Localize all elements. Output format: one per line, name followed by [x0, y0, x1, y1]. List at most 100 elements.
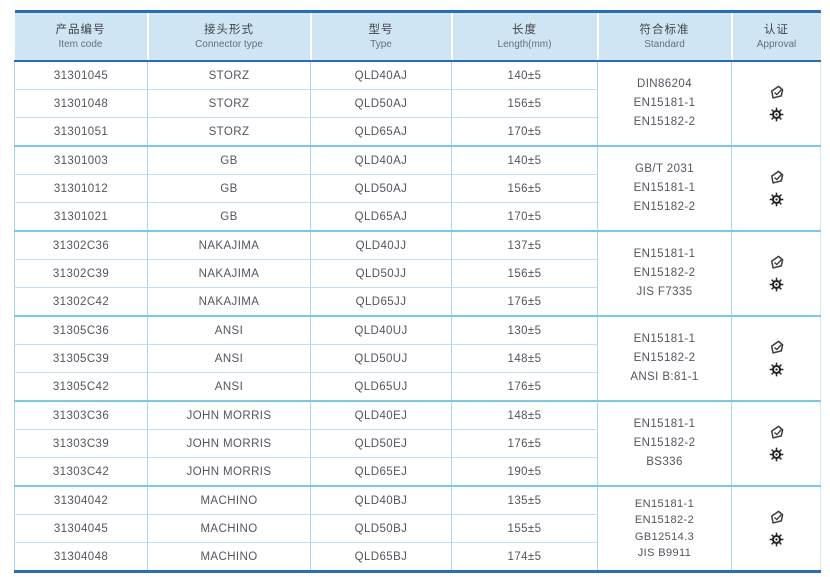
standard-cell: DIN86204 EN15181-1 EN15182-2 [597, 61, 732, 146]
length-cell: 190±5 [451, 457, 598, 486]
column-header-en: Length(mm) [497, 39, 552, 50]
connector-type-cell: GB [147, 202, 311, 231]
product-group-john-morris: 31303C36 JOHN MORRIS QLD40EJ 148±5 EN15181-1… [14, 401, 821, 486]
type-cell: QLD40EJ [310, 401, 452, 430]
approval-cell [731, 146, 821, 231]
item-code-cell: 31304045 [14, 514, 148, 543]
table-row: 31301051 STORZ QLD65AJ 170±5 [14, 117, 821, 146]
approval-cell [731, 316, 821, 401]
table-row: 31304048 MACHINO QLD65BJ 174±5 [14, 542, 821, 572]
table-header: 产品编号 Item code 接头形式 Connector type 型号 Ty… [14, 11, 821, 62]
item-code-cell: 31305C39 [14, 344, 148, 373]
type-cell: QLD40AJ [310, 146, 452, 175]
length-cell: 130±5 [451, 316, 598, 345]
approval-icons [734, 170, 818, 207]
wheel-mark-icon [769, 192, 784, 207]
wheel-mark-icon [769, 107, 784, 122]
connector-type-cell: GB [147, 146, 311, 175]
connector-type-cell: GB [147, 174, 311, 203]
column-header-zh: 接头形式 [204, 24, 254, 36]
column-header-en: Connector type [195, 39, 263, 50]
connector-type-cell: MACHINO [147, 486, 311, 515]
connector-type-cell: ANSI [147, 344, 311, 373]
approval-cell [731, 231, 821, 316]
type-cell: QLD65EJ [310, 457, 452, 486]
length-cell: 155±5 [451, 514, 598, 543]
product-group-nakajima: 31302C36 NAKAJIMA QLD40JJ 137±5 EN15181-1 EN… [14, 231, 821, 316]
item-code-cell: 31301012 [14, 174, 148, 203]
product-group-storz: 31301045 STORZ QLD40AJ 140±5 DIN86204 EN1518… [14, 61, 821, 146]
table-row: 31305C42 ANSI QLD65UJ 176±5 [14, 372, 821, 401]
item-code-cell: 31304048 [14, 542, 148, 572]
certification-logo-icon [768, 340, 785, 355]
connector-type-cell: STORZ [147, 117, 311, 146]
connector-type-cell: MACHINO [147, 514, 311, 543]
approval-cell [731, 486, 821, 572]
approval-icons [734, 425, 818, 462]
certification-logo-icon [768, 85, 785, 100]
item-code-cell: 31301021 [14, 202, 148, 231]
item-code-cell: 31302C39 [14, 259, 148, 288]
wheel-mark-icon [769, 362, 784, 377]
length-cell: 170±5 [451, 202, 598, 231]
column-header-zh: 型号 [368, 24, 394, 36]
item-code-cell: 31301045 [14, 61, 148, 90]
table-row: 31305C36 ANSI QLD40UJ 130±5 EN15181-1 EN1518… [14, 316, 821, 401]
type-cell: QLD40AJ [310, 61, 452, 90]
type-cell: QLD50UJ [310, 344, 452, 373]
column-header-zh: 长度 [512, 24, 537, 36]
column-header-item-code: 产品编号 Item code [14, 11, 149, 62]
column-header-zh: 产品编号 [55, 24, 106, 36]
wheel-mark-icon [769, 277, 784, 292]
approval-cell [731, 61, 821, 146]
table-row: 31303C36 JOHN MORRIS QLD40EJ 148±5 EN15181-1… [14, 401, 821, 486]
table-row: 31301048 STORZ QLD50AJ 156±5 [14, 89, 821, 118]
standard-cell: EN15181-1 EN15182-2 ANSI B:81-1 [597, 316, 732, 401]
table-row: 31305C39 ANSI QLD50UJ 148±5 [14, 344, 821, 373]
length-cell: 176±5 [451, 372, 598, 401]
table-row: 31302C42 NAKAJIMA QLD65JJ 176±5 [14, 287, 821, 316]
length-cell: 140±5 [451, 61, 598, 90]
length-cell: 137±5 [451, 231, 598, 260]
column-header-en: Standard [644, 39, 685, 50]
item-code-cell: 31301003 [14, 146, 148, 175]
column-header-type: 型号 Type [310, 11, 453, 62]
connector-type-cell: NAKAJIMA [147, 231, 311, 260]
column-header-connector-type: 接头形式 Connector type [147, 11, 312, 62]
product-catalog-table: 产品编号 Item code 接头形式 Connector type 型号 Ty… [14, 10, 821, 573]
connector-type-cell: ANSI [147, 316, 311, 345]
table-row: 31301045 STORZ QLD40AJ 140±5 DIN86204 EN1518… [14, 61, 821, 146]
item-code-cell: 31303C39 [14, 429, 148, 458]
certification-logo-icon [768, 425, 785, 440]
type-cell: QLD40JJ [310, 231, 452, 260]
length-cell: 148±5 [451, 401, 598, 430]
connector-type-cell: JOHN MORRIS [147, 457, 311, 486]
table-row: 31303C42 JOHN MORRIS QLD65EJ 190±5 [14, 457, 821, 486]
connector-type-cell: JOHN MORRIS [147, 429, 311, 458]
certification-logo-icon [768, 255, 785, 270]
item-code-cell: 31302C42 [14, 287, 148, 316]
item-code-cell: 31303C36 [14, 401, 148, 430]
length-cell: 176±5 [451, 429, 598, 458]
item-code-cell: 31301051 [14, 117, 148, 146]
approval-icons [734, 255, 818, 292]
length-cell: 135±5 [451, 486, 598, 515]
length-cell: 140±5 [451, 146, 598, 175]
column-header-approval: 认证 Approval [731, 11, 821, 62]
type-cell: QLD65JJ [310, 287, 452, 316]
type-cell: QLD50BJ [310, 514, 452, 543]
approval-icons [734, 510, 818, 547]
connector-type-cell: STORZ [147, 61, 311, 90]
standard-cell: EN15181-1 EN15182-2 JIS F7335 [597, 231, 732, 316]
type-cell: QLD50JJ [310, 259, 452, 288]
item-code-cell: 31302C36 [14, 231, 148, 260]
certification-logo-icon [768, 510, 785, 525]
standard-cell: EN15181-1 EN15182-2 GB12514.3 JIS B9911 [597, 486, 732, 572]
connector-type-cell: NAKAJIMA [147, 259, 311, 288]
column-header-zh: 符合标准 [639, 24, 690, 36]
type-cell: QLD50AJ [310, 89, 452, 118]
connector-type-cell: ANSI [147, 372, 311, 401]
product-group-ansi: 31305C36 ANSI QLD40UJ 130±5 EN15181-1 EN1518… [14, 316, 821, 401]
table-row: 31301012 GB QLD50AJ 156±5 [14, 174, 821, 203]
length-cell: 176±5 [451, 287, 598, 316]
